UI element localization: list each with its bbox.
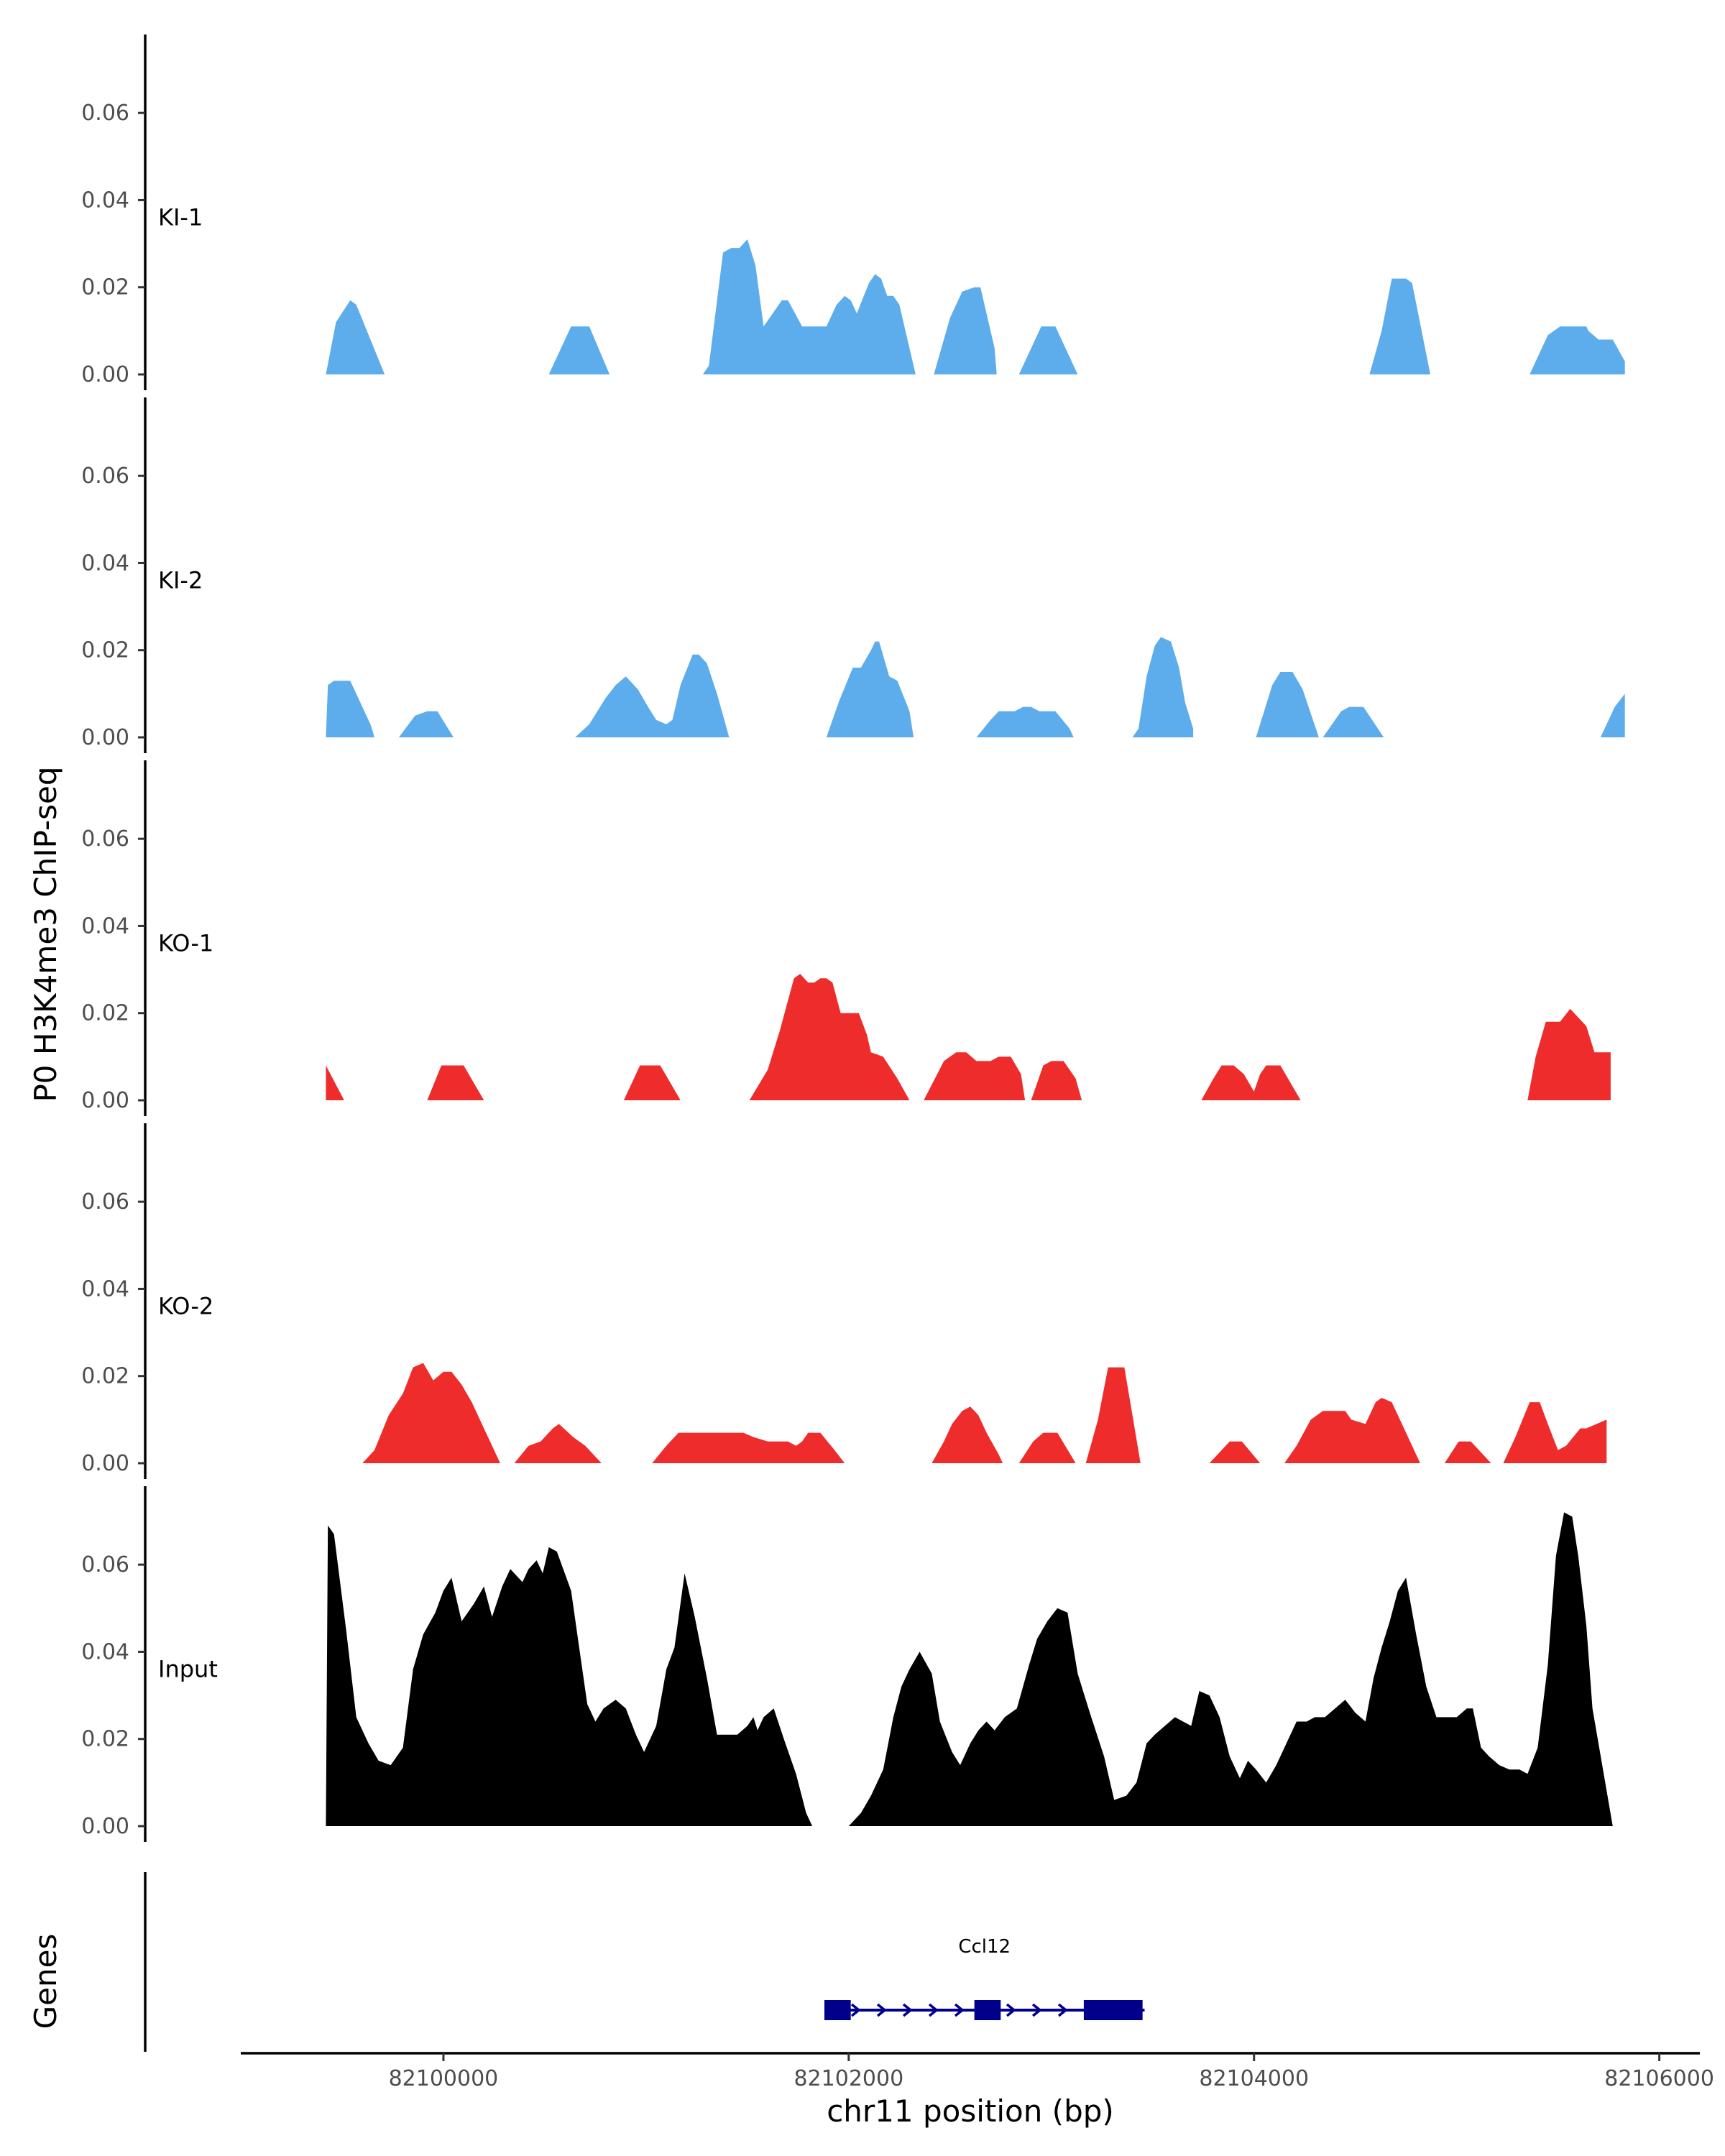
y-tick-label: 0.00: [81, 1088, 129, 1113]
signal-area-ko-1-8: [1527, 1008, 1611, 1100]
signal-area-ko-2-6: [1085, 1367, 1141, 1463]
y-axis-title-group: P0 H3K4me3 ChIP-seq: [28, 766, 63, 1102]
signal-area-input-1: [326, 1525, 813, 1826]
signal-area-ko-2-5: [1018, 1432, 1076, 1463]
signal-area-ko-2-2: [514, 1424, 602, 1463]
signal-area-ki-2-4: [826, 641, 914, 737]
strand-arrow: [876, 2003, 887, 2017]
y-tick-label: 0.02: [81, 638, 129, 663]
x-tick-label: 82100000: [389, 2066, 499, 2091]
signal-area-ko-2-8: [1284, 1398, 1420, 1463]
gene-exon: [974, 2000, 1001, 2020]
strand-arrow: [902, 2003, 913, 2017]
y-tick-label: 0.06: [81, 101, 129, 126]
track-input: 0.00 0.02 0.04 0.06 Input: [81, 1486, 1613, 1842]
signal-area-ki-2-3: [575, 654, 730, 737]
signal-area-ki-1-3: [702, 239, 916, 374]
signal-area-ki-1-5: [1018, 326, 1078, 374]
y-tick-label: 0.04: [81, 1639, 129, 1664]
y-tick-label: 0.06: [81, 1552, 129, 1577]
y-tick-label: 0.00: [81, 725, 129, 750]
signal-area-ki-2-9: [1600, 694, 1625, 737]
gene-annotation-panel: Ccl12: [144, 1872, 1145, 2052]
y-tick-label: 0.02: [81, 1727, 129, 1752]
y-axis-title: P0 H3K4me3 ChIP-seq: [28, 766, 63, 1102]
signal-area-ko-2-4: [932, 1406, 1003, 1463]
signal-area-ko-1-2: [427, 1065, 484, 1100]
y-tick-label: 0.06: [81, 826, 129, 852]
signal-area-ko-1-3: [623, 1065, 681, 1100]
signal-area-ko-1-7: [1201, 1065, 1301, 1100]
y-tick-label: 0.06: [81, 1189, 129, 1215]
track-ki-1: 0.00 0.02 0.04 0.06 KI-1: [81, 34, 1625, 390]
x-axis: 82100000 82102000 82104000 82106000: [241, 2052, 1714, 2091]
signal-area-ko-2-7: [1209, 1441, 1261, 1463]
y-tick-label: 0.04: [81, 913, 129, 939]
strand-arrow: [850, 2003, 861, 2017]
signal-area-ki-2-1: [326, 681, 375, 737]
signal-area-ki-2-2: [398, 711, 454, 737]
signal-area-ki-2-5: [976, 706, 1074, 737]
y-tick-label: 0.04: [81, 1276, 129, 1302]
signal-area-ki-2-8: [1322, 706, 1384, 737]
track-label: KO-1: [158, 930, 213, 957]
track-ki-2: 0.00 0.02 0.04 0.06 KI-2: [81, 397, 1625, 753]
genes-axis-title: Genes: [28, 1934, 63, 2030]
y-tick-label: 0.04: [81, 188, 129, 213]
signal-area-ko-2-1: [362, 1363, 500, 1463]
signal-area-input-2: [848, 1512, 1613, 1826]
track-label: KO-2: [158, 1293, 213, 1320]
signal-area-ki-1-2: [548, 326, 610, 374]
gene-name-label: Ccl12: [958, 1936, 1011, 1958]
signal-area-ki-2-7: [1256, 672, 1319, 737]
strand-arrow: [954, 2003, 965, 2017]
signal-area-ki-1-6: [1369, 278, 1430, 374]
y-tick-label: 0.00: [81, 1451, 129, 1476]
signal-area-ki-1-4: [934, 287, 997, 374]
y-tick-label: 0.02: [81, 1001, 129, 1026]
signal-area-ko-2-3: [652, 1432, 845, 1463]
gene-exon: [824, 2000, 851, 2020]
strand-arrow: [928, 2003, 939, 2017]
y-tick-label: 0.00: [81, 1814, 129, 1839]
signal-tracks: 0.00 0.02 0.04 0.06 KI-1 0.00 0.02 0.04 0.06 KI-2…: [81, 34, 1625, 1842]
signal-area-ko-1-5: [924, 1052, 1026, 1100]
signal-area-ki-1-1: [326, 300, 385, 374]
y-tick-label: 0.02: [81, 1364, 129, 1389]
y-tick-label: 0.02: [81, 275, 129, 300]
track-ko-2: 0.00 0.02 0.04 0.06 KO-2: [81, 1123, 1607, 1479]
track-ko-1: 0.00 0.02 0.04 0.06 KO-1: [81, 760, 1611, 1116]
y-tick-label: 0.00: [81, 362, 129, 387]
y-tick-label: 0.06: [81, 464, 129, 489]
track-label: KI-1: [158, 204, 203, 231]
signal-area-ko-1-4: [749, 974, 910, 1100]
signal-area-ki-2-6: [1132, 637, 1194, 737]
x-tick-label: 82106000: [1604, 2066, 1714, 2091]
signal-area-ko-2-9: [1444, 1441, 1491, 1463]
strand-arrow: [1057, 2003, 1068, 2017]
x-tick-label: 82102000: [794, 2066, 903, 2091]
track-label: KI-2: [158, 567, 203, 594]
x-tick-label: 82104000: [1199, 2066, 1309, 2091]
strand-arrow: [1006, 2003, 1016, 2017]
x-axis-title: chr11 position (bp): [827, 2093, 1114, 2129]
strand-arrow: [1031, 2003, 1042, 2017]
signal-area-ki-1-7: [1530, 326, 1625, 374]
y-tick-label: 0.04: [81, 550, 129, 576]
track-label: Input: [158, 1656, 218, 1683]
signal-area-ko-1-6: [1031, 1061, 1082, 1100]
gene-exon: [1083, 2000, 1143, 2020]
signal-area-ko-2-10: [1503, 1402, 1607, 1463]
signal-area-ko-1-1: [326, 1065, 344, 1100]
